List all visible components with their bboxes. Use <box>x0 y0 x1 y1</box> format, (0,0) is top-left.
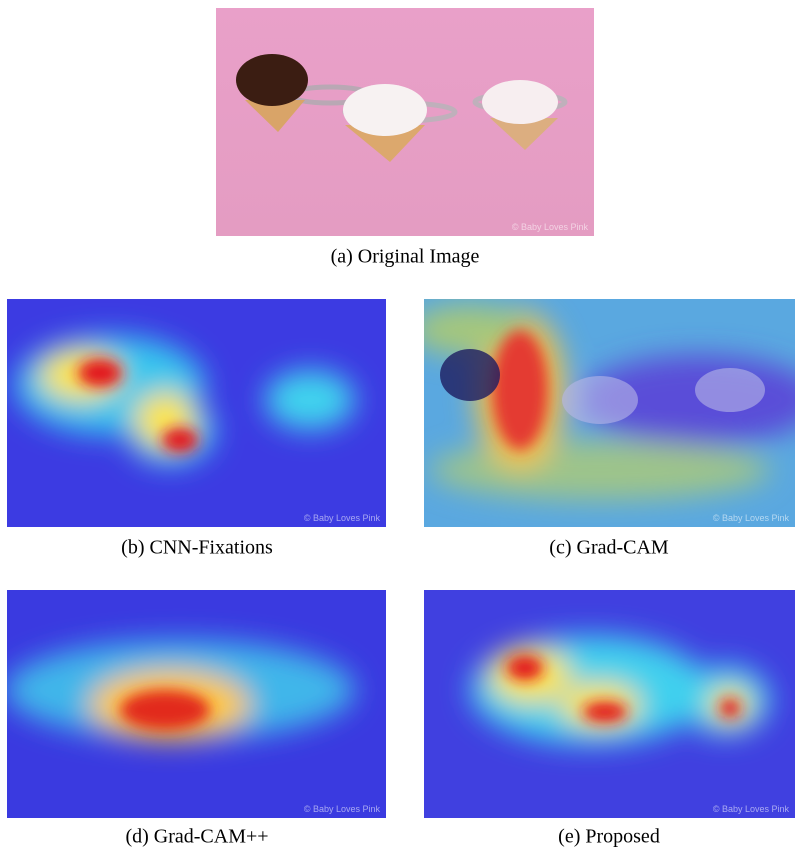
watermark: © Baby Loves Pink <box>512 222 589 232</box>
watermark: © Baby Loves Pink <box>713 804 790 814</box>
caption: (b) CNN-Fixations <box>121 537 273 559</box>
caption: (e) Proposed <box>558 826 660 848</box>
heatmap-image: © Baby Loves Pink <box>5 590 386 818</box>
heatmap-image: © Baby Loves Pink <box>410 299 795 527</box>
heatmap-image: © Baby Loves Pink <box>424 590 795 818</box>
caption: (d) Grad-CAM++ <box>125 826 268 848</box>
figure: © Baby Loves Pink (a) Original Image © B… <box>0 0 795 850</box>
watermark: © Baby Loves Pink <box>304 804 381 814</box>
original-image: © Baby Loves Pink <box>216 8 594 236</box>
caption: (a) Original Image <box>331 246 480 268</box>
heatmap-image: © Baby Loves Pink <box>7 299 386 527</box>
watermark: © Baby Loves Pink <box>713 513 790 523</box>
caption: (c) Grad-CAM <box>549 537 669 559</box>
watermark: © Baby Loves Pink <box>304 513 381 523</box>
